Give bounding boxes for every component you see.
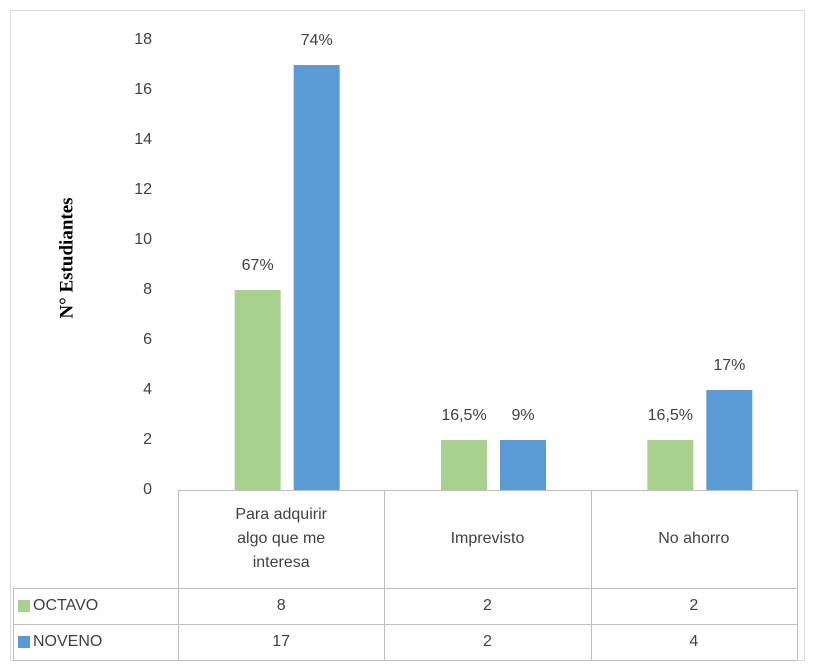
table-cell: 2: [689, 597, 698, 614]
bar: [500, 440, 546, 490]
legend-swatch: [18, 636, 30, 648]
data-label: 17%: [713, 357, 745, 374]
y-tick-label: 10: [134, 231, 152, 248]
table-cell: 2: [483, 597, 492, 614]
table-cell: 8: [277, 597, 286, 614]
x-tick-label: Imprevisto: [451, 530, 525, 547]
y-tick-label: 0: [143, 481, 152, 498]
legend-label: OCTAVO: [33, 597, 98, 614]
y-tick-label: 12: [134, 181, 152, 198]
y-tick-label: 4: [143, 381, 152, 398]
table-cell: 4: [689, 633, 698, 650]
bar: [647, 440, 694, 490]
y-tick-label: 14: [134, 131, 152, 148]
legend-swatch: [18, 600, 30, 612]
table-cell: 17: [272, 633, 290, 650]
bar: [706, 390, 753, 490]
y-tick-label: 2: [143, 431, 152, 448]
y-tick-label: 6: [143, 331, 152, 348]
y-tick-label: 8: [143, 281, 152, 298]
data-label: 16,5%: [441, 407, 486, 424]
data-label: 74%: [301, 32, 333, 49]
y-tick-label: 18: [134, 31, 152, 48]
y-tick-label: 16: [134, 81, 152, 98]
bar: [441, 440, 487, 490]
legend-label: NOVENO: [33, 633, 102, 650]
bar: [234, 290, 281, 490]
bar: [293, 65, 340, 490]
x-tick-label: Para adquirir algo que me interesa: [235, 506, 327, 571]
table-cell: 2: [483, 633, 492, 650]
data-label: 67%: [242, 257, 274, 274]
data-label: 16,5%: [648, 407, 693, 424]
x-tick-label: No ahorro: [658, 530, 729, 547]
y-axis-label: N° Estudiantes: [56, 197, 77, 318]
data-label: 9%: [511, 407, 534, 424]
chart-frame: [10, 10, 805, 661]
